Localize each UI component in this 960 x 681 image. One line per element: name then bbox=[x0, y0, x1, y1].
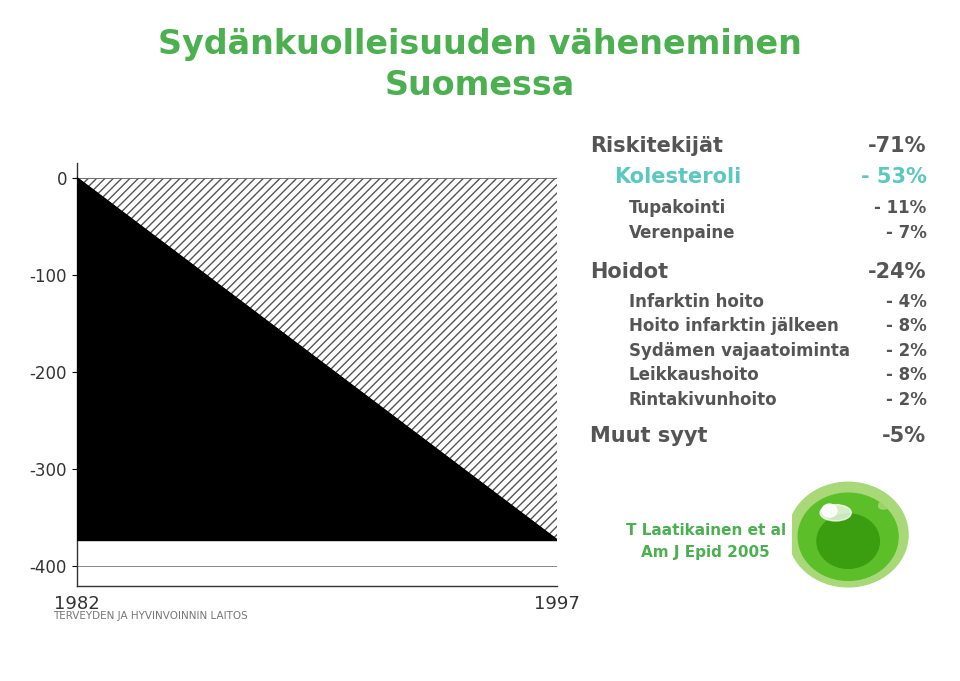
Text: Hoidot: Hoidot bbox=[590, 262, 668, 283]
Text: THL: THL bbox=[464, 652, 496, 667]
Text: -71%: -71% bbox=[868, 136, 926, 157]
Text: Leikkaushoito: Leikkaushoito bbox=[629, 366, 759, 384]
Text: Verenpaine: Verenpaine bbox=[629, 224, 735, 242]
Text: Infarktin hoito: Infarktin hoito bbox=[629, 293, 764, 311]
Text: Sydämen vajaatoiminta: Sydämen vajaatoiminta bbox=[629, 342, 850, 360]
Text: -5%: -5% bbox=[882, 426, 926, 446]
Text: - 53%: - 53% bbox=[860, 167, 926, 187]
Text: - 4%: - 4% bbox=[885, 293, 926, 311]
Text: 373 fewer deaths: 373 fewer deaths bbox=[189, 498, 381, 518]
Ellipse shape bbox=[820, 505, 852, 521]
Text: - 2%: - 2% bbox=[885, 342, 926, 360]
Text: Riskitekijät: Riskitekijät bbox=[590, 136, 724, 157]
Text: 4: 4 bbox=[921, 652, 931, 667]
Text: - 8%: - 8% bbox=[886, 366, 926, 384]
Polygon shape bbox=[77, 178, 557, 540]
Text: Suomessa: Suomessa bbox=[385, 69, 575, 101]
Text: - 11%: - 11% bbox=[875, 199, 926, 217]
Polygon shape bbox=[77, 178, 557, 540]
Circle shape bbox=[822, 504, 837, 517]
Text: 17.4.2015: 17.4.2015 bbox=[29, 652, 114, 667]
Text: - 7%: - 7% bbox=[885, 224, 926, 242]
Text: TERVEYDEN JA HYVINVOINNIN LAITOS: TERVEYDEN JA HYVINVOINNIN LAITOS bbox=[53, 612, 248, 621]
Text: Hoito infarktin jälkeen: Hoito infarktin jälkeen bbox=[629, 317, 838, 335]
Text: -24%: -24% bbox=[868, 262, 926, 283]
Text: Muut syyt: Muut syyt bbox=[590, 426, 708, 446]
Circle shape bbox=[788, 482, 908, 587]
Circle shape bbox=[799, 493, 898, 580]
Text: - 2%: - 2% bbox=[885, 391, 926, 409]
Text: Kolesteroli: Kolesteroli bbox=[614, 167, 742, 187]
Text: T Laatikainen et al
Am J Epid 2005: T Laatikainen et al Am J Epid 2005 bbox=[626, 523, 785, 560]
Text: Tupakointi: Tupakointi bbox=[629, 199, 726, 217]
Text: Rintakivunhoito: Rintakivunhoito bbox=[629, 391, 778, 409]
Circle shape bbox=[817, 514, 879, 569]
Text: - 8%: - 8% bbox=[886, 317, 926, 335]
Ellipse shape bbox=[878, 499, 893, 509]
Text: Sydänkuolleisuuden väheneminen: Sydänkuolleisuuden väheneminen bbox=[158, 28, 802, 61]
